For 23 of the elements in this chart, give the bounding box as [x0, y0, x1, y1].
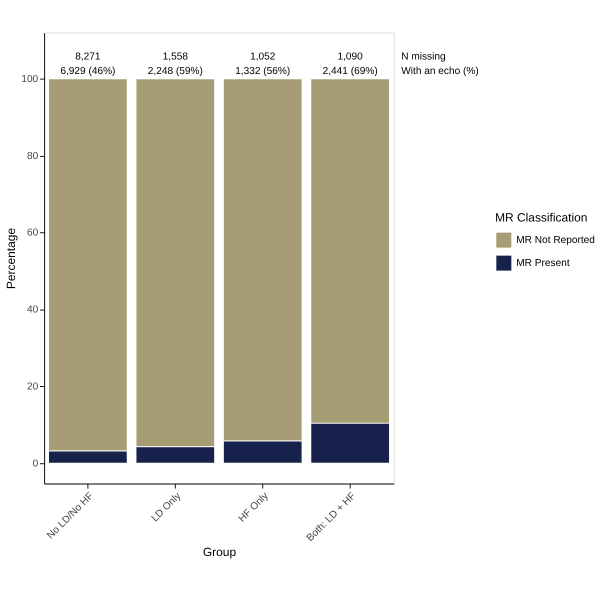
legend-label: MR Present: [516, 258, 570, 269]
text: N missing: [401, 51, 446, 62]
annotation: 2,441 (69%): [322, 66, 378, 78]
legend-title: MR Classification: [495, 210, 588, 224]
annotation: 6,929 (46%): [60, 66, 116, 78]
annotation: 1,090: [337, 51, 364, 62]
y-tick-label: 0: [32, 458, 39, 470]
y-tick-label: 80: [26, 150, 39, 162]
annotation: 2,248 (59%): [148, 66, 203, 78]
annotation: 1,558: [162, 51, 188, 62]
legend-label: MR Not Reported: [516, 234, 595, 246]
annotation: 1,332 (56%): [235, 66, 290, 78]
annotation: 8,271: [75, 51, 101, 62]
y-tick-label: 60: [26, 228, 39, 239]
x-axis-title: Group: [202, 545, 236, 560]
x-tick-label: LD Only: [150, 490, 184, 524]
y-tick-label: 20: [26, 381, 39, 392]
y-tick-label: 100: [21, 74, 39, 85]
annotation: 1,052: [250, 51, 276, 62]
y-tick-label: 40: [26, 304, 39, 316]
text: With an echo (%): [401, 66, 479, 78]
y-axis-title: Percentage: [4, 228, 18, 290]
x-tick-label: HF Only: [236, 490, 272, 525]
